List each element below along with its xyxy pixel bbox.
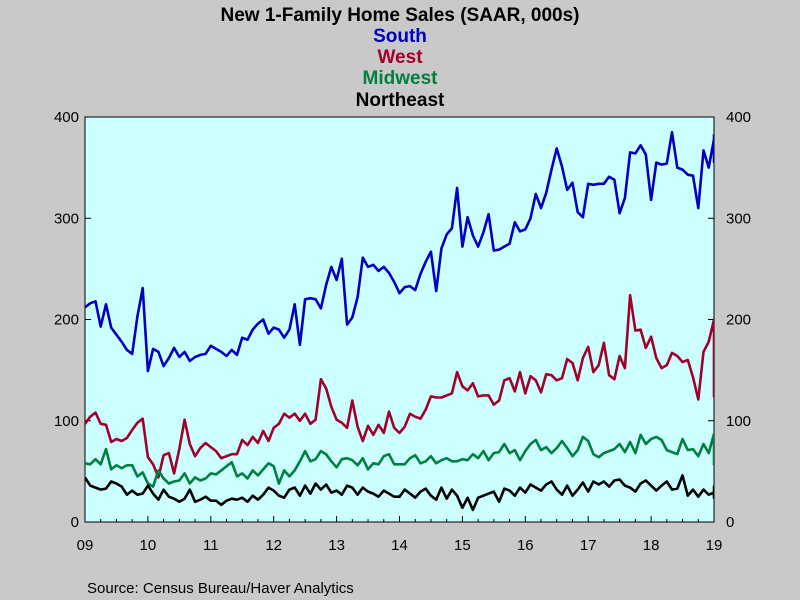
series-line-northeast bbox=[85, 474, 714, 512]
y-tick-label-right: 0 bbox=[726, 514, 734, 531]
y-tick-label-left: 0 bbox=[71, 514, 79, 531]
series-line-midwest bbox=[85, 432, 714, 488]
x-tick-label: 16 bbox=[517, 537, 534, 554]
legend-midwest: Midwest bbox=[363, 68, 439, 89]
y-tick-label-left: 100 bbox=[54, 413, 79, 430]
x-tick-label: 12 bbox=[265, 537, 282, 554]
x-tick-label: 14 bbox=[391, 537, 408, 554]
chart-title: New 1-Family Home Sales (SAAR, 000s) bbox=[220, 5, 579, 26]
x-tick-label: 10 bbox=[140, 537, 157, 554]
source-note: Source: Census Bureau/Haver Analytics bbox=[87, 580, 354, 597]
series-line-south bbox=[85, 130, 714, 373]
y-tick-label-right: 300 bbox=[726, 210, 751, 227]
y-tick-label-right: 100 bbox=[726, 413, 751, 430]
y-tick-label-left: 200 bbox=[54, 312, 79, 329]
x-tick-label: 11 bbox=[203, 537, 219, 554]
axes: 0 0 100 100 200 200 300 300 400 400 09 10 11 12 13 14 15… bbox=[54, 109, 751, 554]
series-lines bbox=[85, 130, 714, 512]
y-tick-label-left: 300 bbox=[54, 210, 79, 227]
series-line-west bbox=[85, 293, 714, 479]
x-tick-label: 15 bbox=[454, 537, 471, 554]
x-tick-label: 09 bbox=[77, 537, 94, 554]
x-tick-label: 17 bbox=[580, 537, 597, 554]
x-tick-label: 18 bbox=[643, 537, 660, 554]
y-tick-label-right: 400 bbox=[726, 109, 751, 126]
plot-area bbox=[84, 116, 715, 523]
x-tick-label: 13 bbox=[328, 537, 345, 554]
legend-south: South bbox=[373, 26, 427, 47]
legend-northeast: Northeast bbox=[356, 90, 445, 111]
y-tick-label-right: 200 bbox=[726, 312, 751, 329]
legend-west: West bbox=[377, 47, 423, 68]
y-tick-label-left: 400 bbox=[54, 109, 79, 126]
x-tick-label: 19 bbox=[706, 537, 723, 554]
